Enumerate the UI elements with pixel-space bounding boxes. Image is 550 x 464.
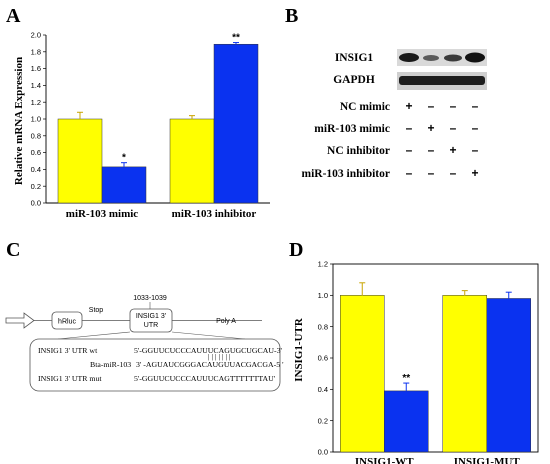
y-tick-label: 2.0 [31,31,41,40]
blot-sign: – [472,99,479,113]
blot-condition-mir103-mimic: miR-103 mimic [314,123,390,135]
bar [213,43,259,204]
y-tick-label: 1.2 [318,260,328,269]
y-tick-label: 1.6 [31,64,41,73]
blot-strip-insig1 [397,49,487,66]
blot-sign: – [450,166,457,180]
y-tick-label: 0.2 [31,182,41,191]
hrluc-label: hRluc [58,319,76,326]
significance-marker: ** [402,373,410,384]
y-tick-label: 1.0 [31,115,41,124]
blot-band-label-gapdh: GAPDH [333,74,375,86]
bar [169,118,215,204]
y-tick-label: 0.2 [318,416,328,425]
blot-band-insig1-lane3 [444,54,462,62]
bar [486,298,531,453]
blot-sign: + [449,143,456,157]
callout-line-left [57,331,131,340]
y-tick-label: 0.0 [318,448,328,457]
y-tick-label: 0.8 [318,322,328,331]
seq-mir: 3' -AGUAUCGGGACAUGUUACGACGA-5 ' [136,360,284,369]
blot-sign: + [405,99,412,113]
seq-mut-label: INSIG1 3' UTR mut [38,374,102,383]
blot-sign: – [450,121,457,135]
promoter-arrow-icon [5,312,35,329]
poly-a-label: Poly A [216,318,236,325]
blot-condition-nc-inhibitor: NC inhibitor [327,145,390,157]
y-tick-label: 0.4 [318,385,328,394]
seq-wt: 5'-GGUUCUCCCAUUUCAGUGCUGCAU-3' [134,346,283,355]
seed-pairing-lines: | | | | | | | [208,352,231,361]
blot-sign: + [471,166,478,180]
blot-band-label-insig1: INSIG1 [335,52,374,64]
utr-box [129,308,173,333]
panel-d-chart: 0.0 0.2 0.4 0.6 0.8 1.0 1.2 ** INSIG1-WT INSIG1-M… [318,260,539,464]
blot-sign: – [428,143,435,157]
x-category-label: miR-103 mimic [66,208,139,220]
blot-sign: – [472,121,479,135]
blot-sign: – [472,143,479,157]
blot-condition-mir103-inhibitor: miR-103 inhibitor [302,168,391,180]
panel-letter-b: B [285,5,298,27]
panel-d-y-axis-label: INSIG1-UTR [293,317,305,382]
bar [101,166,147,204]
blot-band-insig1-lane4 [465,52,485,63]
panel-a-chart: 0.0 0.2 0.4 0.6 0.8 1.0 1.2 1.4 1.6 1.8 2.0 * miR-10… [31,31,270,220]
blot-sign: – [428,99,435,113]
blot-sign: – [406,143,413,157]
seq-mut: 5'-GGUUCUCCCAUUUCAGTTTTTTTAU' [134,374,276,383]
significance-marker: ** [232,33,240,44]
sequence-alignment-box [29,338,281,392]
panel-letter-c: C [6,239,20,261]
panel-letter-d: D [289,239,303,261]
binding-site-position-label: 1033-1039 [133,295,167,302]
blot-sign: – [406,121,413,135]
western-blot: INSIG1 GAPDH NC mimic miR-103 mimic NC i… [302,49,487,180]
panel-letter-a: A [6,5,21,27]
y-tick-label: 1.2 [31,98,41,107]
y-tick-label: 0.4 [31,165,41,174]
bar [384,390,429,453]
seq-wt-label: INSIG1 3' UTR wt [38,346,98,355]
significance-marker: * [122,153,126,164]
panel-a-y-axis-label: Relative mRNA Expression [13,57,25,185]
blot-sign: + [427,121,434,135]
bar [442,295,487,453]
utr-box-label-line1: INSIG1 3' [136,313,166,320]
blot-sign: – [428,166,435,180]
blot-band-gapdh [399,76,485,85]
y-tick-label: 0.6 [31,148,41,157]
x-category-label: miR-103 inhibitor [172,208,257,220]
callout-line-right [171,331,246,340]
seq-mir-label: Bta-miR-103 [90,360,131,369]
blot-band-insig1-lane1 [399,53,419,62]
bar [340,295,385,453]
stop-codon-label: Stop [89,307,104,314]
blot-sign: – [406,166,413,180]
luciferase-construct-diagram: hRluc Stop 1033-1039 INSIG1 3' UTR Poly … [5,295,284,392]
y-tick-label: 1.4 [31,81,41,90]
y-tick-label: 1.8 [31,47,41,56]
x-category-label: INSIG1-WT [355,456,414,464]
y-tick-label: 0.6 [318,354,328,363]
y-tick-label: 0.0 [31,199,41,208]
y-tick-label: 0.8 [31,131,41,140]
blot-sign: – [450,99,457,113]
blot-condition-nc-mimic: NC mimic [340,101,390,113]
blot-band-insig1-lane2 [423,55,439,61]
bar [57,118,103,204]
x-category-label: INSIG1-MUT [454,456,521,464]
utr-box-label-line2: UTR [144,322,158,329]
y-tick-label: 1.0 [318,291,328,300]
hrluc-box [51,311,83,330]
